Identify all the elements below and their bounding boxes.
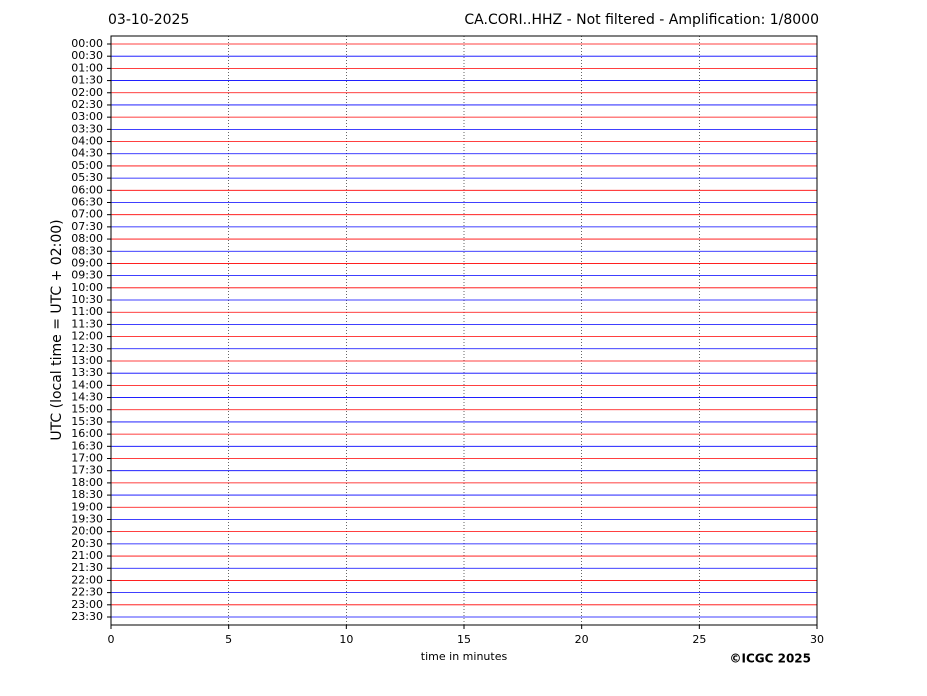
y-tick-label: 11:30 — [71, 317, 103, 330]
y-tick-label: 22:00 — [71, 573, 103, 586]
y-tick-label: 17:00 — [71, 452, 103, 465]
y-tick-label: 06:00 — [71, 183, 103, 196]
x-tick-label: 0 — [108, 633, 115, 646]
y-axis-label: UTC (local time = UTC + 02:00) — [49, 219, 65, 440]
y-tick-label: 22:30 — [71, 586, 103, 599]
y-tick-label: 04:30 — [71, 147, 103, 160]
x-tick-label: 20 — [575, 633, 589, 646]
y-tick-label: 07:30 — [71, 220, 103, 233]
y-tick-label: 20:00 — [71, 525, 103, 538]
y-tick-label: 13:00 — [71, 354, 103, 367]
y-tick-label: 09:30 — [71, 269, 103, 282]
y-tick-label: 14:30 — [71, 391, 103, 404]
y-tick-label: 08:30 — [71, 244, 103, 257]
y-tick-label: 09:00 — [71, 256, 103, 269]
y-tick-label: 13:30 — [71, 366, 103, 379]
x-axis-label: time in minutes — [421, 650, 508, 663]
y-tick-label: 10:00 — [71, 281, 103, 294]
y-tick-label: 12:00 — [71, 330, 103, 343]
y-tick-label: 06:30 — [71, 195, 103, 208]
copyright: ©ICGC 2025 — [729, 652, 811, 666]
y-tick-label: 21:00 — [71, 549, 103, 562]
y-tick-label: 23:00 — [71, 598, 103, 611]
y-tick-label: 18:00 — [71, 476, 103, 489]
y-tick-label: 01:30 — [71, 74, 103, 87]
x-tick-label: 15 — [457, 633, 471, 646]
y-tick-label: 11:00 — [71, 305, 103, 318]
y-tick-label: 15:00 — [71, 403, 103, 416]
plot-frame — [110, 35, 818, 626]
y-tick-label: 19:30 — [71, 512, 103, 525]
y-tick-label: 00:00 — [71, 37, 103, 50]
y-tick-label: 07:00 — [71, 208, 103, 221]
y-tick-label: 08:00 — [71, 232, 103, 245]
y-tick-label: 03:00 — [71, 110, 103, 123]
chart-title: CA.CORI..HHZ - Not filtered - Amplificat… — [464, 12, 819, 28]
y-tick-label: 20:30 — [71, 537, 103, 550]
y-tick-label: 04:00 — [71, 135, 103, 148]
x-tick-label: 30 — [810, 633, 824, 646]
y-tick-label: 21:30 — [71, 561, 103, 574]
y-tick-label: 05:30 — [71, 171, 103, 184]
y-tick-label: 02:30 — [71, 98, 103, 111]
y-tick-label: 15:30 — [71, 415, 103, 428]
y-tick-label: 03:30 — [71, 122, 103, 135]
y-tick-label: 23:30 — [71, 610, 103, 623]
y-tick-label: 17:30 — [71, 464, 103, 477]
x-tick-label: 10 — [339, 633, 353, 646]
y-tick-label: 12:30 — [71, 342, 103, 355]
y-tick-label: 18:30 — [71, 488, 103, 501]
y-tick-label: 00:30 — [71, 49, 103, 62]
y-tick-label: 05:00 — [71, 159, 103, 172]
y-tick-label: 19:00 — [71, 500, 103, 513]
x-tick-label: 25 — [692, 633, 706, 646]
chart-date: 03-10-2025 — [108, 12, 189, 28]
x-tick-label: 5 — [225, 633, 232, 646]
y-tick-label: 02:00 — [71, 86, 103, 99]
y-tick-label: 16:00 — [71, 427, 103, 440]
y-tick-label: 16:30 — [71, 439, 103, 452]
y-tick-label: 14:00 — [71, 378, 103, 391]
y-tick-label: 10:30 — [71, 293, 103, 306]
y-tick-label: 01:00 — [71, 61, 103, 74]
